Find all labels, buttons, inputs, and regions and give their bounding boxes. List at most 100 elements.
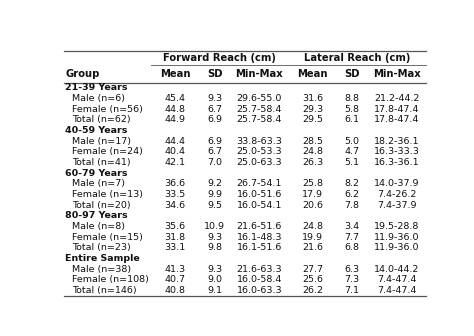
Text: Male (n=6): Male (n=6) [72, 94, 125, 103]
Text: 16.1-51.6: 16.1-51.6 [237, 243, 282, 252]
Text: Male (n=17): Male (n=17) [72, 137, 131, 146]
Text: Female (n=108): Female (n=108) [72, 276, 149, 285]
Text: 6.8: 6.8 [345, 243, 360, 252]
Text: 60-79 Years: 60-79 Years [65, 169, 128, 178]
Text: 24.8: 24.8 [302, 222, 323, 231]
Text: 25.7-58.4: 25.7-58.4 [237, 115, 282, 124]
Text: 16.0-63.3: 16.0-63.3 [237, 286, 282, 295]
Text: 44.8: 44.8 [164, 105, 186, 114]
Text: 17.8-47.4: 17.8-47.4 [374, 115, 419, 124]
Text: 7.8: 7.8 [345, 201, 360, 210]
Text: 4.7: 4.7 [345, 148, 360, 156]
Text: 6.3: 6.3 [345, 265, 360, 274]
Text: 40.8: 40.8 [164, 286, 186, 295]
Text: 24.8: 24.8 [302, 148, 323, 156]
Text: Male (n=8): Male (n=8) [72, 222, 125, 231]
Text: 7.0: 7.0 [207, 158, 222, 167]
Text: 14.0-44.2: 14.0-44.2 [374, 265, 419, 274]
Text: 20.6: 20.6 [302, 201, 323, 210]
Text: 21-39 Years: 21-39 Years [65, 83, 128, 92]
Text: Male (n=7): Male (n=7) [72, 179, 125, 188]
Text: 9.2: 9.2 [207, 179, 222, 188]
Text: 34.6: 34.6 [164, 201, 186, 210]
Text: Female (n=56): Female (n=56) [72, 105, 143, 114]
Text: 17.8-47.4: 17.8-47.4 [374, 105, 419, 114]
Text: 18.2-36.1: 18.2-36.1 [374, 137, 419, 146]
Text: SD: SD [345, 69, 360, 79]
Text: 36.6: 36.6 [164, 179, 186, 188]
Text: 6.9: 6.9 [207, 137, 222, 146]
Text: 9.3: 9.3 [207, 233, 222, 242]
Text: Male (n=38): Male (n=38) [72, 265, 131, 274]
Text: SD: SD [207, 69, 222, 79]
Text: 35.6: 35.6 [164, 222, 186, 231]
Text: 80-97 Years: 80-97 Years [65, 211, 128, 220]
Text: 33.1: 33.1 [164, 243, 186, 252]
Text: 21.6-51.6: 21.6-51.6 [237, 222, 282, 231]
Text: 33.8-63.3: 33.8-63.3 [237, 137, 283, 146]
Text: 11.9-36.0: 11.9-36.0 [374, 243, 419, 252]
Text: 26.2: 26.2 [302, 286, 323, 295]
Text: 26.7-54.1: 26.7-54.1 [237, 179, 282, 188]
Text: 40-59 Years: 40-59 Years [65, 126, 128, 135]
Text: 44.4: 44.4 [164, 137, 186, 146]
Text: Mean: Mean [297, 69, 328, 79]
Text: 7.4-47.4: 7.4-47.4 [377, 276, 417, 285]
Text: 33.5: 33.5 [164, 190, 186, 199]
Text: 19.9: 19.9 [302, 233, 323, 242]
Text: 21.2-44.2: 21.2-44.2 [374, 94, 419, 103]
Text: 41.3: 41.3 [164, 265, 186, 274]
Text: 19.5-28.8: 19.5-28.8 [374, 222, 419, 231]
Text: 8.2: 8.2 [345, 179, 360, 188]
Text: 6.9: 6.9 [207, 115, 222, 124]
Text: 16.0-54.1: 16.0-54.1 [237, 201, 282, 210]
Text: 6.1: 6.1 [345, 115, 360, 124]
Text: 9.3: 9.3 [207, 94, 222, 103]
Text: Forward Reach (cm): Forward Reach (cm) [164, 53, 276, 63]
Text: 16.0-51.6: 16.0-51.6 [237, 190, 282, 199]
Text: 16.1-48.3: 16.1-48.3 [237, 233, 282, 242]
Text: 45.4: 45.4 [164, 94, 186, 103]
Text: 5.0: 5.0 [345, 137, 360, 146]
Text: 29.6-55.0: 29.6-55.0 [237, 94, 282, 103]
Text: Total (n=41): Total (n=41) [72, 158, 130, 167]
Text: 42.1: 42.1 [164, 158, 186, 167]
Text: 10.9: 10.9 [204, 222, 225, 231]
Text: 25.7-58.4: 25.7-58.4 [237, 105, 282, 114]
Text: 21.6: 21.6 [302, 243, 323, 252]
Text: 28.5: 28.5 [302, 137, 323, 146]
Text: 9.0: 9.0 [207, 276, 222, 285]
Text: 7.1: 7.1 [345, 286, 360, 295]
Text: Min-Max: Min-Max [236, 69, 283, 79]
Text: 5.8: 5.8 [345, 105, 360, 114]
Text: 40.4: 40.4 [164, 148, 186, 156]
Text: 9.1: 9.1 [207, 286, 222, 295]
Text: 17.9: 17.9 [302, 190, 323, 199]
Text: 25.0-63.3: 25.0-63.3 [237, 158, 282, 167]
Text: 26.3: 26.3 [302, 158, 323, 167]
Text: 9.5: 9.5 [207, 201, 222, 210]
Text: 14.0-37.9: 14.0-37.9 [374, 179, 419, 188]
Text: 31.6: 31.6 [302, 94, 323, 103]
Text: 11.9-36.0: 11.9-36.0 [374, 233, 419, 242]
Text: 21.6-63.3: 21.6-63.3 [237, 265, 282, 274]
Text: 7.3: 7.3 [345, 276, 360, 285]
Text: Total (n=20): Total (n=20) [72, 201, 130, 210]
Text: 6.2: 6.2 [345, 190, 360, 199]
Text: 6.7: 6.7 [207, 148, 222, 156]
Text: 29.5: 29.5 [302, 115, 323, 124]
Text: Total (n=146): Total (n=146) [72, 286, 137, 295]
Text: 16.0-58.4: 16.0-58.4 [237, 276, 282, 285]
Text: 27.7: 27.7 [302, 265, 323, 274]
Text: Group: Group [65, 69, 100, 79]
Text: 7.4-37.9: 7.4-37.9 [377, 201, 417, 210]
Text: 8.8: 8.8 [345, 94, 360, 103]
Text: Female (n=24): Female (n=24) [72, 148, 143, 156]
Text: Female (n=15): Female (n=15) [72, 233, 143, 242]
Text: 7.4-47.4: 7.4-47.4 [377, 286, 417, 295]
Text: Female (n=13): Female (n=13) [72, 190, 143, 199]
Text: 3.4: 3.4 [345, 222, 360, 231]
Text: 40.7: 40.7 [164, 276, 186, 285]
Text: 5.1: 5.1 [345, 158, 360, 167]
Text: 6.7: 6.7 [207, 105, 222, 114]
